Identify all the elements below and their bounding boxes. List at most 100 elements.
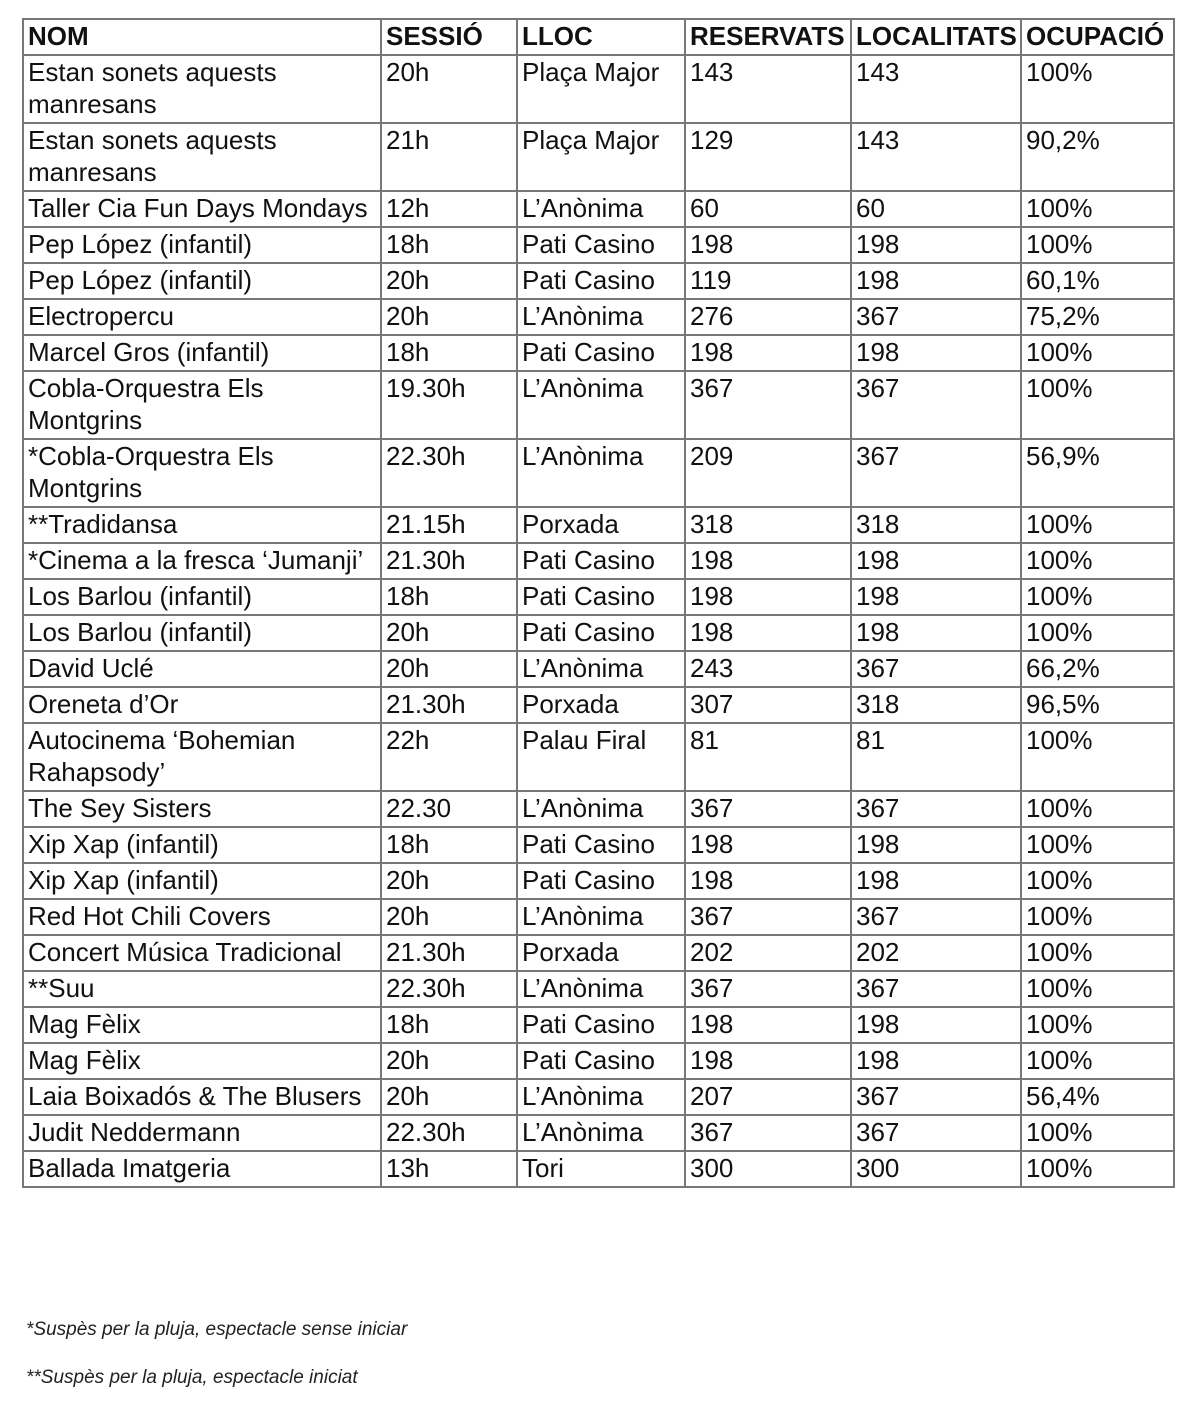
cell-lloc: L’Anònima [516,650,686,688]
cell-ocupacio: 100% [1020,826,1175,864]
cell-nom: Concert Música Tradicional [22,934,382,972]
cell-localitats: 367 [850,1078,1022,1116]
table-row: **Suu 22.30h L’Anònima 367 367 100% [22,970,1175,1008]
cell-localitats: 198 [850,862,1022,900]
cell-reservats: 367 [684,898,852,936]
cell-sessio: 22.30h [380,970,518,1008]
cell-nom: Pep López (infantil) [22,262,382,300]
cell-reservats: 300 [684,1150,852,1188]
cell-lloc: Porxada [516,686,686,724]
cell-nom: **Tradidansa [22,506,382,544]
cell-nom: **Suu [22,970,382,1008]
table-row: Mag Fèlix 20h Pati Casino 198 198 100% [22,1042,1175,1080]
table-row: Autocinema ‘Bohemian Rahapsody’ 22h Palau … [22,722,1175,792]
table-row: Judit Neddermann 22.30h L’Anònima 367 367 100… [22,1114,1175,1152]
cell-nom: Los Barlou (infantil) [22,578,382,616]
cell-ocupacio: 100% [1020,334,1175,372]
cell-reservats: 129 [684,122,852,192]
cell-sessio: 20h [380,862,518,900]
cell-lloc: L’Anònima [516,1114,686,1152]
cell-sessio: 13h [380,1150,518,1188]
cell-ocupacio: 100% [1020,1042,1175,1080]
table-body: Estan sonets aquests manresans 20h Plaça M… [22,54,1175,1188]
table-row: Pep López (infantil) 20h Pati Casino 119 198… [22,262,1175,300]
table-row: Mag Fèlix 18h Pati Casino 198 198 100% [22,1006,1175,1044]
cell-reservats: 209 [684,438,852,508]
cell-localitats: 318 [850,506,1022,544]
cell-reservats: 198 [684,1006,852,1044]
table-row: *Cinema a la fresca ‘Jumanji’ 21.30h Pati … [22,542,1175,580]
table-row: Pep López (infantil) 18h Pati Casino 198 198… [22,226,1175,264]
cell-ocupacio: 100% [1020,790,1175,828]
cell-nom: Laia Boixadós & The Blusers [22,1078,382,1116]
cell-sessio: 20h [380,262,518,300]
cell-reservats: 198 [684,826,852,864]
cell-reservats: 198 [684,334,852,372]
cell-localitats: 367 [850,898,1022,936]
cell-reservats: 243 [684,650,852,688]
cell-localitats: 198 [850,262,1022,300]
cell-ocupacio: 100% [1020,226,1175,264]
table-row: Xip Xap (infantil) 18h Pati Casino 198 198 10… [22,826,1175,864]
cell-sessio: 18h [380,1006,518,1044]
cell-ocupacio: 100% [1020,370,1175,440]
cell-ocupacio: 100% [1020,1150,1175,1188]
cell-sessio: 22.30 [380,790,518,828]
cell-sessio: 22.30h [380,1114,518,1152]
cell-reservats: 367 [684,790,852,828]
cell-ocupacio: 90,2% [1020,122,1175,192]
cell-localitats: 60 [850,190,1022,228]
cell-reservats: 60 [684,190,852,228]
cell-localitats: 300 [850,1150,1022,1188]
table-row: Taller Cia Fun Days Mondays 12h L’Anònima 6… [22,190,1175,228]
cell-localitats: 198 [850,614,1022,652]
cell-reservats: 198 [684,226,852,264]
table-row: Electropercu 20h L’Anònima 276 367 75,2% [22,298,1175,336]
cell-lloc: L’Anònima [516,438,686,508]
cell-lloc: Plaça Major [516,122,686,192]
footnote-2: **Suspès per la pluja, espectacle inicia… [26,1367,358,1388]
cell-sessio: 20h [380,54,518,124]
cell-ocupacio: 100% [1020,722,1175,792]
cell-lloc: Porxada [516,934,686,972]
cell-sessio: 20h [380,898,518,936]
cell-localitats: 367 [850,650,1022,688]
cell-lloc: L’Anònima [516,298,686,336]
table-row: Cobla-Orquestra Els Montgrins 19.30h L’Anò… [22,370,1175,440]
table-row: Oreneta d’Or 21.30h Porxada 307 318 96,5% [22,686,1175,724]
cell-localitats: 367 [850,1114,1022,1152]
cell-lloc: L’Anònima [516,898,686,936]
cell-lloc: Pati Casino [516,542,686,580]
table-row: Laia Boixadós & The Blusers 20h L’Anònima 2… [22,1078,1175,1116]
cell-ocupacio: 100% [1020,578,1175,616]
cell-localitats: 367 [850,298,1022,336]
cell-localitats: 198 [850,334,1022,372]
cell-lloc: Plaça Major [516,54,686,124]
cell-nom: *Cinema a la fresca ‘Jumanji’ [22,542,382,580]
header-lloc: LLOC [516,18,686,56]
table-row: Marcel Gros (infantil) 18h Pati Casino 198 1… [22,334,1175,372]
cell-nom: Mag Fèlix [22,1042,382,1080]
header-reservats: RESERVATS [684,18,852,56]
cell-nom: Judit Neddermann [22,1114,382,1152]
cell-localitats: 198 [850,578,1022,616]
cell-lloc: Pati Casino [516,826,686,864]
cell-lloc: Pati Casino [516,226,686,264]
cell-localitats: 367 [850,790,1022,828]
cell-localitats: 198 [850,1006,1022,1044]
cell-reservats: 367 [684,370,852,440]
table-header-row: NOM SESSIÓ LLOC RESERVATS LOCALITATS OCU… [22,18,1175,56]
cell-nom: Marcel Gros (infantil) [22,334,382,372]
cell-reservats: 307 [684,686,852,724]
header-localitats: LOCALITATS [850,18,1022,56]
cell-nom: Taller Cia Fun Days Mondays [22,190,382,228]
cell-ocupacio: 66,2% [1020,650,1175,688]
cell-lloc: Pati Casino [516,1006,686,1044]
header-ocupacio: OCUPACIÓ [1020,18,1175,56]
header-sessio: SESSIÓ [380,18,518,56]
cell-reservats: 81 [684,722,852,792]
cell-ocupacio: 96,5% [1020,686,1175,724]
cell-ocupacio: 100% [1020,1006,1175,1044]
cell-reservats: 318 [684,506,852,544]
cell-localitats: 367 [850,970,1022,1008]
